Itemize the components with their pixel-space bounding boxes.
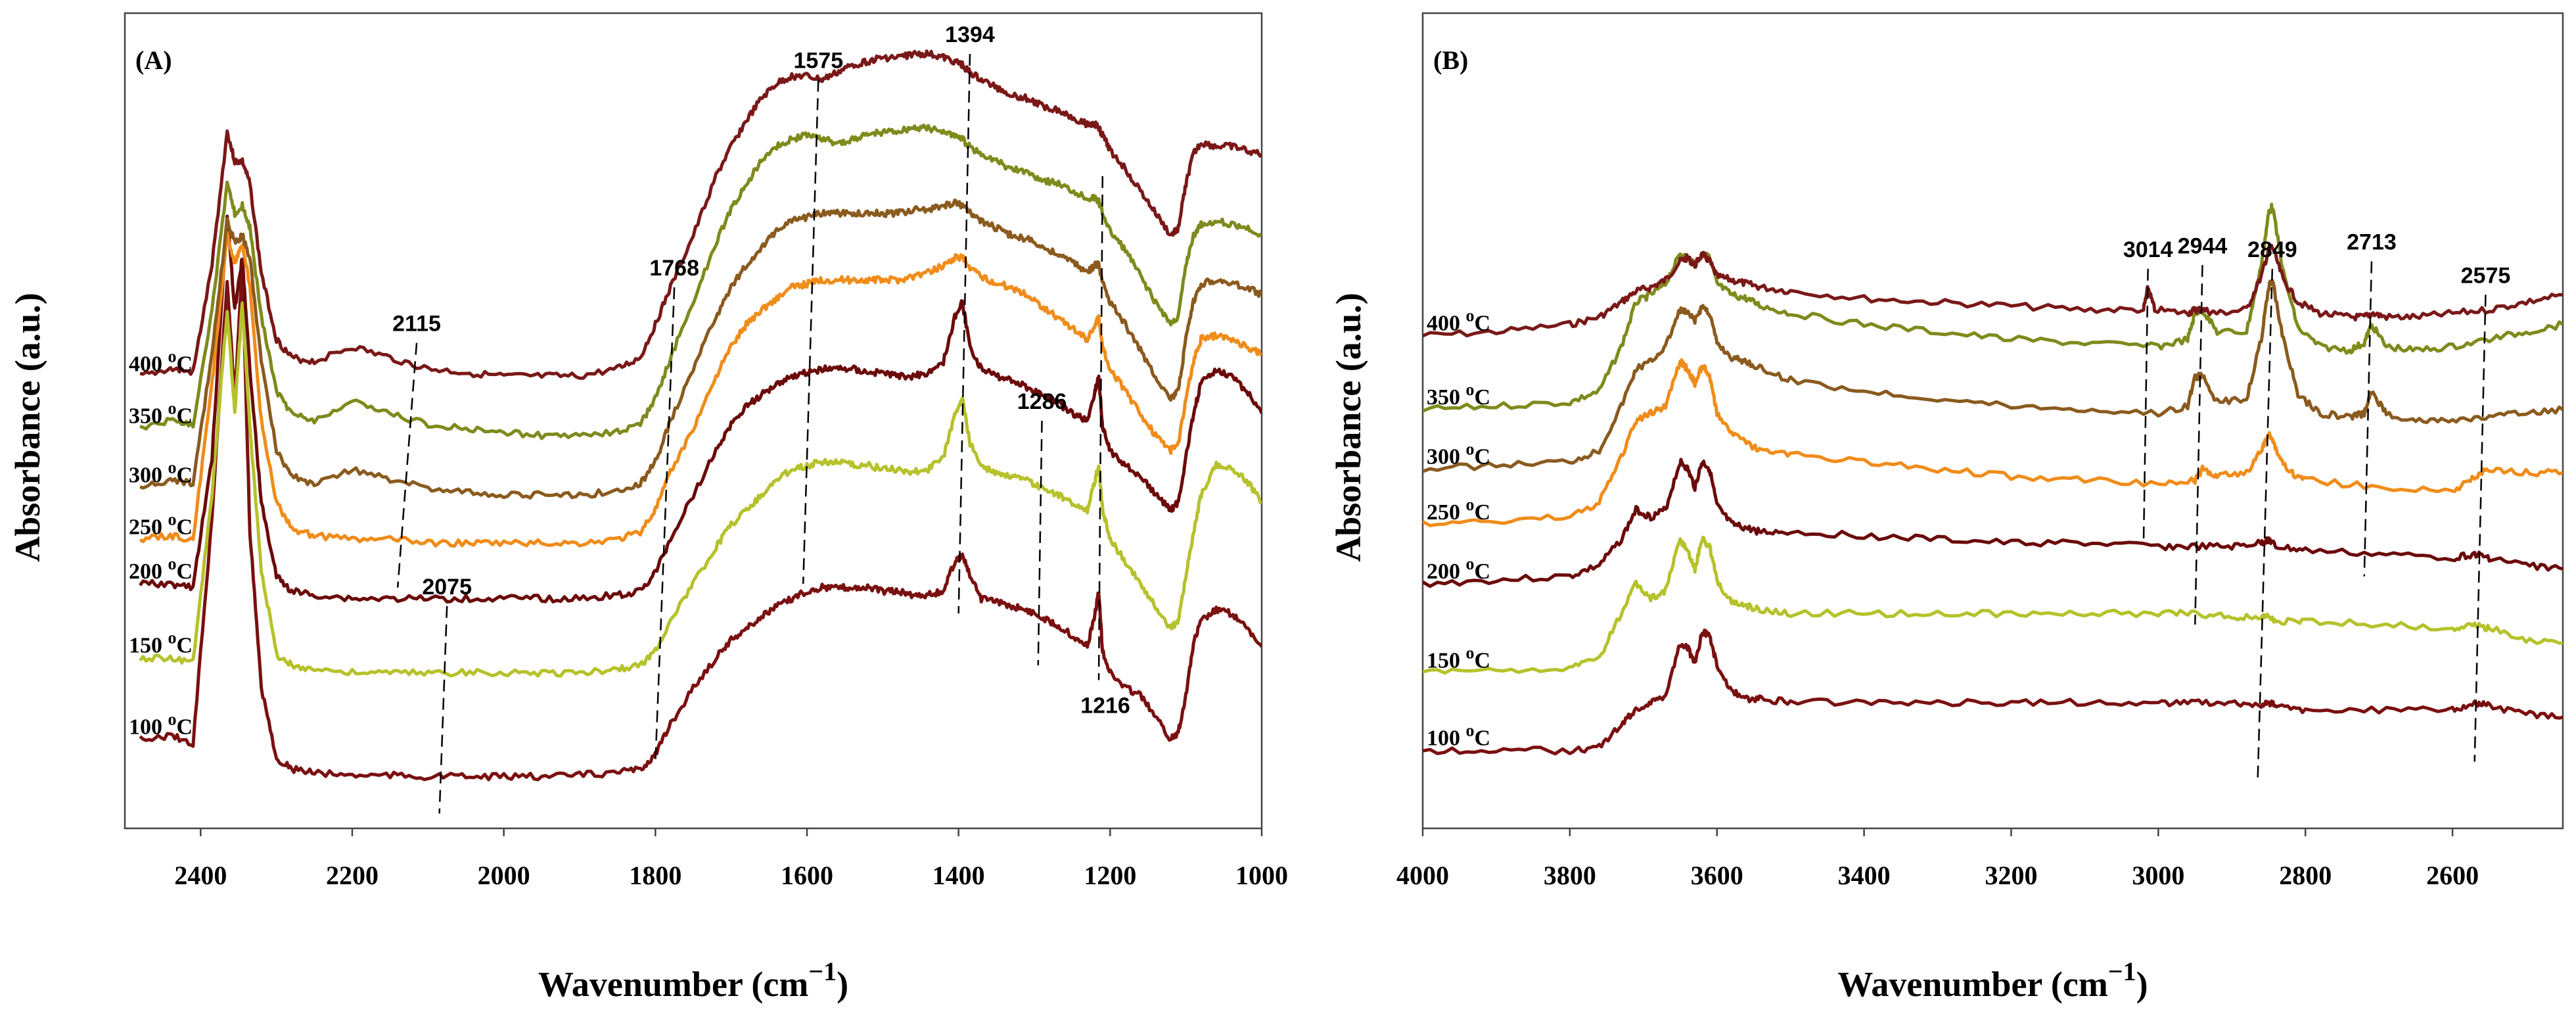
panel-b-peak-label-2713: 2713	[2347, 230, 2397, 255]
panel-b-series-label-200: 200 oC	[1427, 554, 1490, 584]
panel-a-series-group	[139, 49, 1262, 782]
panel-b-peak-label-2575: 2575	[2461, 263, 2511, 288]
panel-a-x-tick-label: 1600	[781, 861, 833, 890]
panel-a-peak-label-1768: 1768	[649, 256, 699, 281]
panel-a-series-400C	[139, 49, 1262, 380]
panel-a-peak-line-1394	[957, 53, 971, 614]
panel-b-x-tick-label: 3800	[1544, 861, 1596, 890]
panel-a-peak-line-1575	[802, 80, 819, 584]
panel-a-x-tick-label: 1400	[932, 861, 985, 890]
panel-b-peak-line-2944	[2194, 265, 2203, 625]
panel-a-series-300C	[139, 199, 1262, 500]
panel-a-series-label-300: 300 oC	[129, 458, 193, 487]
panel-b-series-150C	[1423, 535, 2563, 675]
panel-a-x-tick-label: 1800	[629, 861, 681, 890]
panel-b-series-label-250: 250 oC	[1427, 495, 1490, 525]
panel-a-series-200C	[139, 214, 1262, 604]
panel-a-series-label-100: 100 oC	[129, 710, 193, 740]
panel-a-series-250C	[139, 231, 1262, 548]
panel-b-series-group	[1423, 202, 2563, 756]
panel-b-series-200C	[1423, 458, 2563, 588]
panel-b-x-tick-label: 2800	[2279, 861, 2332, 890]
panel-b-x-tick-label: 3400	[1838, 861, 1891, 890]
panel-a-x-tick-label: 2000	[478, 861, 530, 890]
panel-a-series-label-200: 200 oC	[129, 554, 193, 584]
panel-a-peak-label-1216: 1216	[1080, 694, 1130, 719]
panel-b-peak-line-2849	[2257, 268, 2274, 784]
panel-a-peak-label-2075: 2075	[422, 575, 472, 600]
panel-a-series-150C	[139, 301, 1262, 678]
panel-a-peak-line-1216	[1097, 176, 1104, 680]
panel-b-series-400C	[1423, 243, 2563, 338]
panel-a-peak-line-1768	[655, 287, 676, 762]
panel-b-series-label-150: 150 oC	[1427, 643, 1490, 673]
panel-a-peak-label-1286: 1286	[1017, 389, 1067, 414]
panel-b-peak-label-2849: 2849	[2247, 237, 2297, 262]
panel-b-x-axis-title: Wavenumber (cm−1)	[1837, 957, 2148, 1004]
panel-b-peak-line-2713	[2363, 261, 2373, 577]
panel-a: (A) 2400 2200 2000 1800 1600 1400 1200 1000 Waven…	[8, 12, 1288, 1004]
panel-b-peak-label-3014: 3014	[2123, 237, 2173, 262]
panel-b-plot-frame	[1421, 12, 2564, 830]
panel-b-series-350C	[1423, 202, 2563, 413]
panel-b-label: (B)	[1433, 45, 1468, 75]
panel-a-peak-label-1575: 1575	[793, 48, 843, 73]
panel-a-x-tick-label: 2400	[174, 861, 227, 890]
panel-b-y-axis-title: Absorbance (a.u.)	[1329, 293, 1368, 562]
panel-a-series-label-350: 350 oC	[129, 398, 193, 428]
panel-a-x-tick-label: 1200	[1084, 861, 1136, 890]
panel-a-series-label-150: 150 oC	[129, 629, 193, 658]
panel-b-peak-label-2944: 2944	[2178, 233, 2228, 258]
panel-a-label: (A)	[135, 45, 172, 75]
panel-a-y-axis-title: Absorbance (a.u.)	[8, 293, 47, 562]
panel-a-peak-line-2115	[396, 343, 418, 588]
panel-b-x-tick-label: 2600	[2426, 861, 2479, 890]
panel-a-peak-line-1286	[1037, 420, 1043, 666]
panel-b-peak-line-2575	[2473, 295, 2487, 762]
panel-b-series-label-350: 350 oC	[1427, 380, 1490, 410]
panel-b-series-label-400: 400 oC	[1427, 306, 1490, 335]
panel-b-series-100C	[1423, 629, 2563, 756]
panel-b-series-250C	[1423, 358, 2563, 527]
panel-a-peak-label-1394: 1394	[945, 22, 995, 47]
panel-a-peak-line-2075	[438, 605, 448, 814]
panel-b: (B) 4000 3800 3600 3400 3200 3000 2800 2600 Waven…	[1329, 12, 2564, 1004]
panel-b-x-tick-label: 3600	[1691, 861, 1743, 890]
panel-a-series-100C	[139, 264, 1262, 782]
panel-a-series-label-400: 400 oC	[129, 346, 193, 376]
panel-b-x-tick-label: 3000	[2132, 861, 2184, 890]
panel-b-peak-line-3014	[2142, 268, 2149, 544]
panel-b-series-label-300: 300 oC	[1427, 439, 1490, 469]
panel-b-series-300C	[1423, 279, 2563, 473]
panel-b-x-tick-label: 3200	[1985, 861, 2037, 890]
panel-b-series-label-100: 100 oC	[1427, 721, 1490, 751]
panel-a-x-axis-title: Wavenumber (cm−1)	[538, 957, 848, 1004]
panel-a-plot-frame	[124, 12, 1263, 830]
panel-a-peak-label-2115: 2115	[392, 312, 441, 337]
panel-a-series-350C	[139, 123, 1262, 440]
panel-b-x-tick-label: 4000	[1396, 861, 1449, 890]
panel-a-x-tick-label: 2200	[326, 861, 379, 890]
panel-a-x-tick-label: 1000	[1235, 861, 1288, 890]
panel-a-series-label-250: 250 oC	[129, 510, 193, 539]
